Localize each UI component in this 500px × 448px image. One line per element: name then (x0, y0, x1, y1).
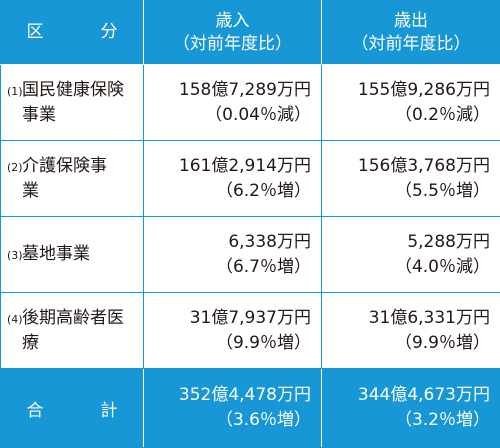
total-label: 合 計 (27, 401, 138, 421)
revenue-ratio: （9.9％増） (144, 331, 311, 356)
row-label: 後期高齢者医療 (22, 306, 132, 356)
expenditure-amount: 5,288万円 (322, 230, 490, 255)
header-revenue: 歳入 （対前年度比） (144, 1, 322, 65)
table-row-national-health-insurance: (1) 国民健康保険事業 158億7,289万円 （0.04％減） 155億9,… (1, 65, 500, 141)
row-number: (2) (7, 155, 22, 180)
header-category-label: 区 分 (7, 22, 138, 42)
revenue-cell: 161億2,914万円 （6.2％増） (144, 141, 322, 217)
revenue-amount: 31億7,937万円 (144, 306, 311, 331)
expenditure-cell: 5,288万円 （4.0％減） (322, 217, 500, 293)
total-expenditure-ratio: （3.2％増） (322, 408, 490, 433)
revenue-ratio: （0.04％減） (144, 103, 311, 128)
total-label-cell: 合 計 (1, 369, 144, 448)
expenditure-amount: 155億9,286万円 (322, 78, 490, 103)
row-label: 介護保険事業 (22, 154, 118, 204)
expenditure-cell: 31億6,331万円 （9.9％増） (322, 293, 500, 369)
revenue-ratio: （6.2％増） (144, 179, 311, 204)
header-expenditure: 歳出 （対前年度比） (322, 1, 500, 65)
table-header-row: 区 分 歳入 （対前年度比） 歳出 （対前年度比） (1, 1, 500, 65)
header-revenue-sub: （対前年度比） (144, 33, 321, 56)
expenditure-ratio: （5.5％増） (322, 179, 490, 204)
revenue-cell: 31億7,937万円 （9.9％増） (144, 293, 322, 369)
revenue-cell: 6,338万円 （6.7％増） (144, 217, 322, 293)
revenue-ratio: （6.7％増） (144, 255, 311, 280)
table-row-long-term-care-insurance: (2) 介護保険事業 161億2,914万円 （6.2％増） 156億3,768… (1, 141, 500, 217)
table-row-cemetery: (3) 墓地事業 6,338万円 （6.7％増） 5,288万円 （4.0％減） (1, 217, 500, 293)
row-label-cell: (2) 介護保険事業 (1, 141, 144, 217)
revenue-amount: 158億7,289万円 (144, 78, 311, 103)
row-label: 国民健康保険事業 (22, 78, 132, 128)
revenue-amount: 6,338万円 (144, 230, 311, 255)
revenue-amount: 161億2,914万円 (144, 154, 311, 179)
row-number: (1) (7, 79, 22, 104)
header-category: 区 分 (1, 1, 144, 65)
row-number: (4) (7, 307, 22, 332)
total-revenue-amount: 352億4,478万円 (144, 383, 311, 408)
table-total-row: 合 計 352億4,478万円 （3.6％増） 344億4,673万円 （3.2… (1, 369, 500, 448)
total-expenditure-amount: 344億4,673万円 (322, 383, 490, 408)
row-label-cell: (3) 墓地事業 (1, 217, 144, 293)
expenditure-ratio: （9.9％増） (322, 331, 490, 356)
expenditure-amount: 156億3,768万円 (322, 154, 490, 179)
revenue-cell: 158億7,289万円 （0.04％減） (144, 65, 322, 141)
row-label: 墓地事業 (22, 242, 132, 267)
expenditure-cell: 155億9,286万円 （0.2％減） (322, 65, 500, 141)
expenditure-cell: 156億3,768万円 （5.5％増） (322, 141, 500, 217)
total-revenue-cell: 352億4,478万円 （3.6％増） (144, 369, 322, 448)
row-label-cell: (1) 国民健康保険事業 (1, 65, 144, 141)
header-expenditure-sub: （対前年度比） (322, 33, 500, 56)
row-label-cell: (4) 後期高齢者医療 (1, 293, 144, 369)
header-expenditure-label: 歳出 (322, 10, 500, 33)
expenditure-amount: 31億6,331万円 (322, 306, 490, 331)
header-revenue-label: 歳入 (144, 10, 321, 33)
expenditure-ratio: （4.0％減） (322, 255, 490, 280)
total-revenue-ratio: （3.6％増） (144, 408, 311, 433)
expenditure-ratio: （0.2％減） (322, 103, 490, 128)
row-number: (3) (7, 243, 22, 268)
table-row-late-elderly-medical: (4) 後期高齢者医療 31億7,937万円 （9.9％増） 31億6,331万… (1, 293, 500, 369)
total-expenditure-cell: 344億4,673万円 （3.2％増） (322, 369, 500, 448)
